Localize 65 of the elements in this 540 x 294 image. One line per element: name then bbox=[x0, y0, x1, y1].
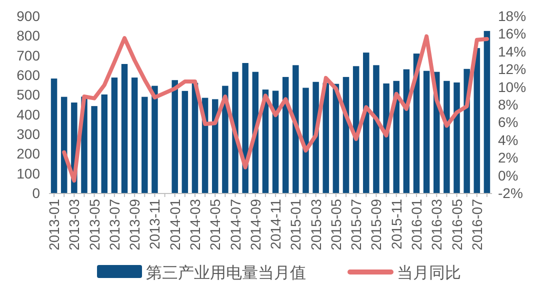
bar bbox=[363, 52, 370, 193]
x-tick-label: 2013-07 bbox=[106, 198, 122, 250]
bar bbox=[50, 78, 58, 193]
x-tick-label: 2016-05 bbox=[448, 198, 465, 250]
y-tick-label: 900 bbox=[16, 8, 40, 24]
y2-tick-label: 12% bbox=[498, 61, 526, 78]
x-tick-label: 2016-01 bbox=[408, 198, 424, 250]
bar bbox=[302, 88, 309, 193]
x-tick-label: 2015-03 bbox=[308, 198, 324, 250]
bar bbox=[111, 78, 118, 193]
bar bbox=[474, 48, 480, 193]
line-series bbox=[62, 34, 489, 183]
bar bbox=[101, 94, 108, 193]
x-tick-label: 2015-05 bbox=[328, 198, 344, 250]
x-tick-label: 2015-01 bbox=[288, 198, 304, 250]
y-tick-label: 200 bbox=[16, 146, 40, 162]
y-tick-label: 0 bbox=[32, 185, 40, 201]
bar bbox=[182, 90, 188, 193]
x-tick-label: 2014-07 bbox=[227, 198, 244, 250]
y2-tick-label: 4% bbox=[498, 132, 518, 148]
legend-label: 第三产业用电量当月值 bbox=[146, 264, 306, 282]
x-tick-label: 2014-05 bbox=[207, 198, 224, 250]
x-tick-label: 2013-11 bbox=[146, 198, 163, 250]
x-tick-label: 2015-11 bbox=[388, 198, 404, 250]
bar bbox=[454, 82, 460, 193]
x-tick-label: 2016-03 bbox=[428, 198, 445, 250]
bar bbox=[444, 80, 450, 193]
x-tick-label: 2015-09 bbox=[368, 198, 384, 250]
y-tick-label: 500 bbox=[16, 86, 40, 103]
bar bbox=[142, 96, 148, 193]
bar bbox=[131, 78, 138, 193]
y2-tick-label: 6% bbox=[498, 114, 518, 130]
y2-tick-label: 18% bbox=[498, 8, 526, 24]
y2-tick-label: 2% bbox=[498, 150, 518, 166]
y-tick-label: 600 bbox=[16, 67, 40, 83]
y-tick-label: 100 bbox=[16, 165, 40, 182]
legend-label: 当月同比 bbox=[397, 264, 461, 282]
y2-tick-label: 10% bbox=[498, 78, 526, 95]
x-tick-label: 2013-03 bbox=[66, 198, 82, 250]
y-tick-label: 800 bbox=[16, 28, 40, 44]
x-tick-label: 2014-09 bbox=[247, 198, 264, 250]
y2-tick-label: 8% bbox=[498, 96, 518, 112]
bar bbox=[373, 65, 380, 193]
x-tick-label: 2013-05 bbox=[86, 198, 102, 250]
x-tick-label: 2013-01 bbox=[46, 198, 62, 250]
x-tick-label: 2013-09 bbox=[126, 198, 143, 250]
y-tick-label: 700 bbox=[16, 47, 40, 64]
bar bbox=[423, 70, 430, 193]
bar bbox=[172, 80, 178, 193]
x-tick-label: 2014-01 bbox=[166, 198, 183, 250]
x-tick-label: 2014-03 bbox=[186, 198, 203, 250]
bar bbox=[121, 64, 128, 193]
y2-tick-label: 0% bbox=[498, 167, 518, 184]
x-tick-label: 2015-07 bbox=[348, 198, 364, 250]
bar bbox=[152, 86, 158, 193]
y2-tick-label: -2% bbox=[498, 185, 523, 201]
y2-tick-label: 16% bbox=[498, 26, 526, 42]
x-tick-label: 2016-07 bbox=[468, 198, 485, 250]
bar bbox=[484, 30, 490, 193]
y-tick-label: 400 bbox=[16, 106, 40, 122]
x-tick-label: 2014-11 bbox=[268, 198, 284, 250]
y-tick-label: 300 bbox=[16, 126, 40, 142]
bar bbox=[91, 106, 98, 193]
bar bbox=[292, 65, 299, 193]
y2-tick-label: 14% bbox=[498, 43, 526, 60]
